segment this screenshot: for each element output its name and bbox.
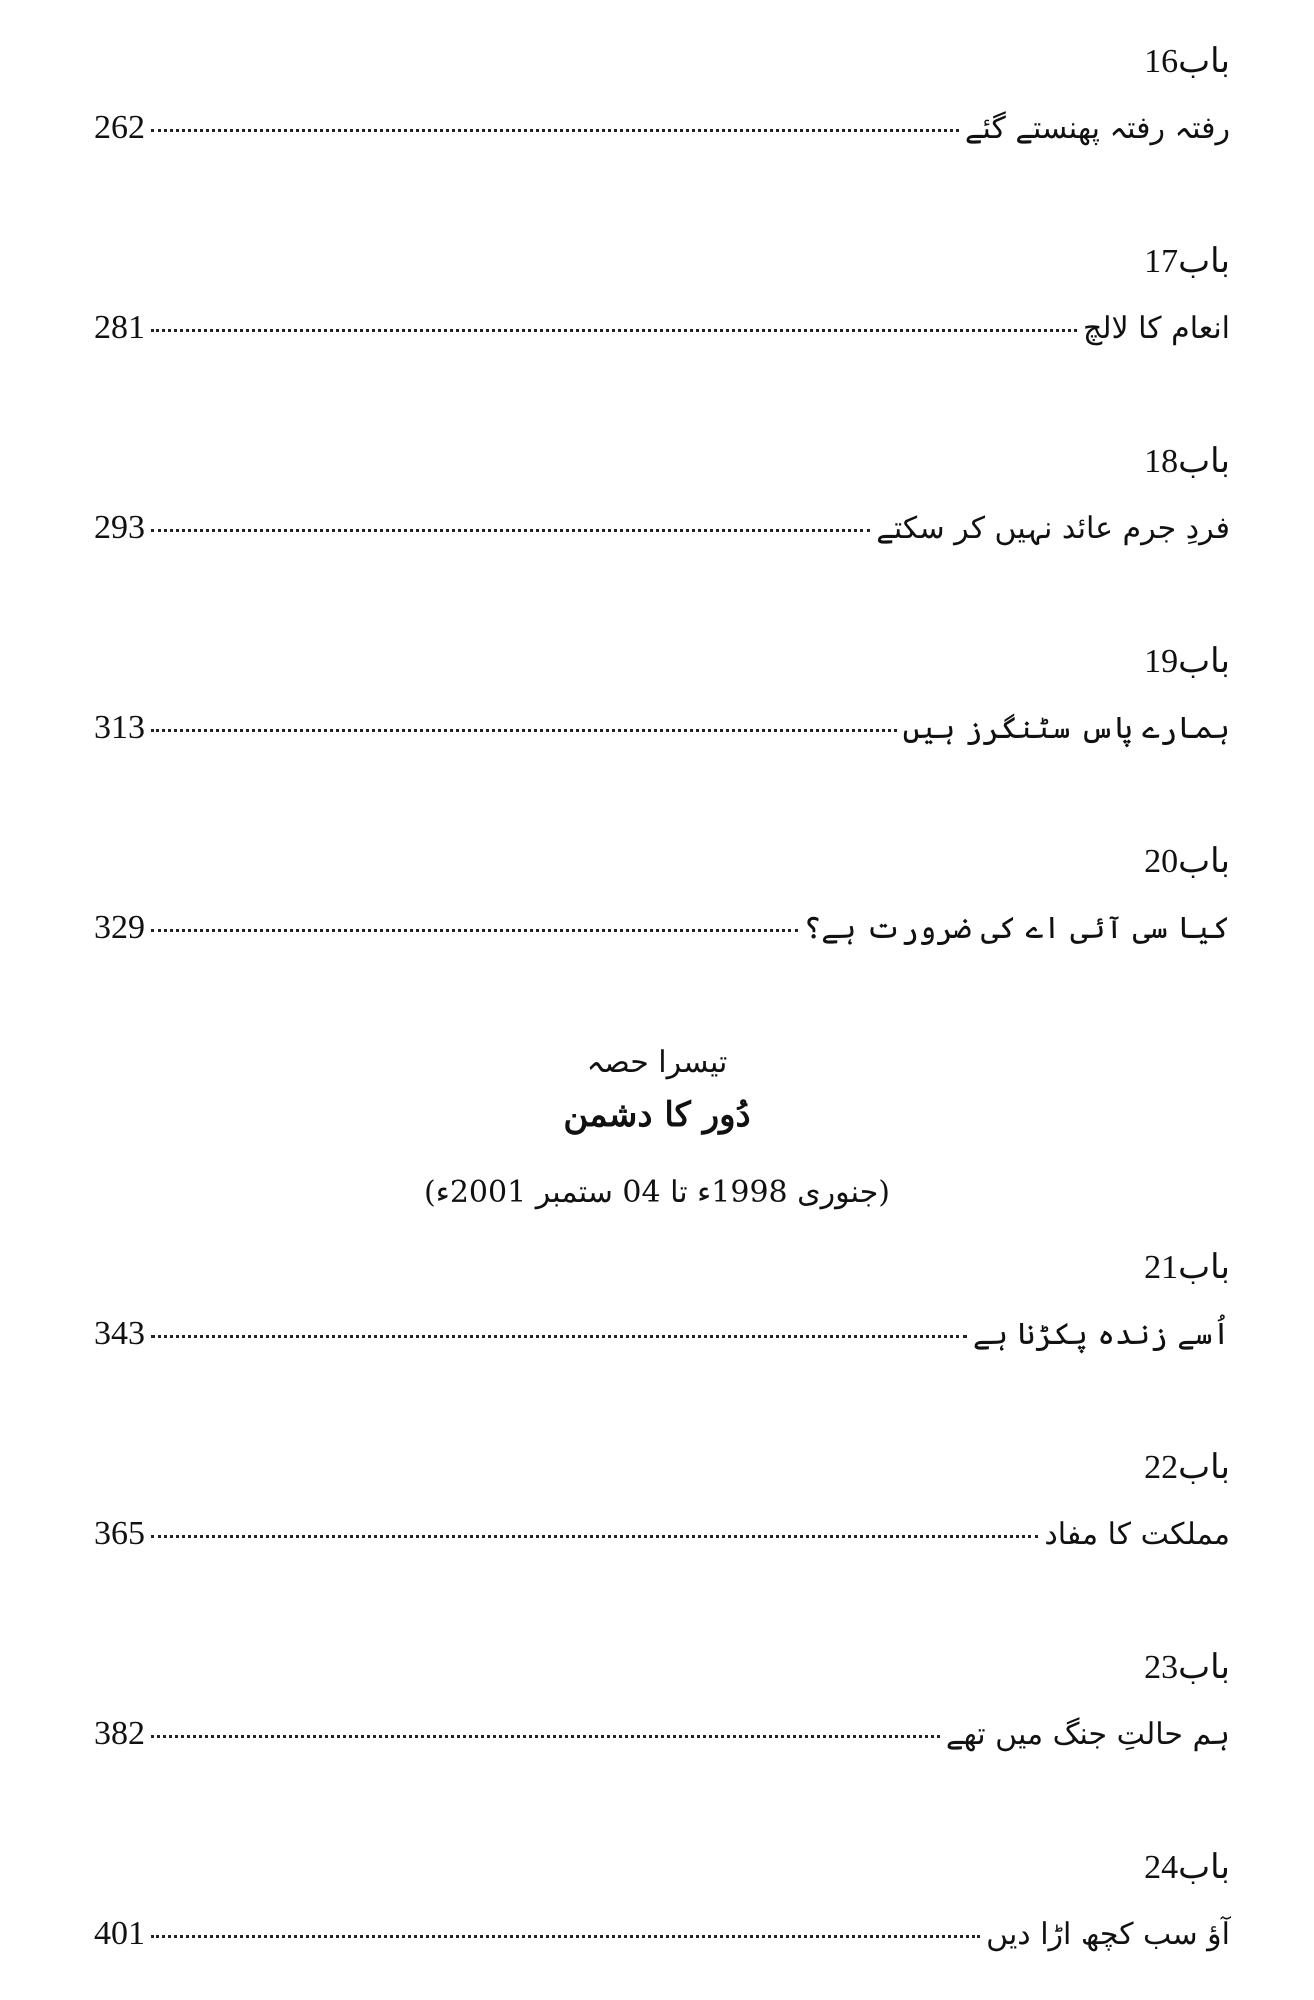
chapter-title: فردِ جرم عائد نہیں کر سکتے [876,511,1230,546]
page-number: 262 [94,109,145,146]
toc-entry[interactable]: باب23 ہم حالتِ جنگ میں تھے 382 [94,1648,1230,1755]
dot-leader [151,929,798,932]
page-number: 382 [94,1715,145,1752]
chapter-label: باب24 [1144,1849,1230,1886]
chapter-label: باب22 [1144,1449,1230,1486]
toc-row: ہم حالتِ جنگ میں تھے 382 [94,1714,1230,1755]
chapter-title: مملکت کا مفاد [1044,1517,1230,1552]
part-heading: تیسرا حصہ [586,1045,728,1080]
chapter-label: باب16 [1144,43,1230,80]
dot-leader [151,329,1078,332]
chapter-label: باب20 [1144,843,1230,880]
toc-entry[interactable]: باب20 کیا سی آئی اے کی ضرورت ہے؟ 329 [94,842,1230,949]
dot-leader [151,729,897,732]
page-number: 313 [94,709,145,746]
chapter-title: ہمارے پاس سٹنگرز ہیں [902,711,1230,746]
toc-entry[interactable]: باب21 اُسے زندہ پکڑنا ہے 343 [94,1248,1230,1355]
chapter-label: باب17 [1144,243,1230,280]
chapter-title: انعام کا لالچ [1083,311,1230,346]
part-title: دُور کا دشمن [563,1095,751,1135]
toc-entry[interactable]: باب24 آؤ سب کچھ اڑا دیں 401 [94,1848,1230,1955]
page-number: 293 [94,509,145,546]
toc-row: رفتہ رفتہ پھنستے گئے 262 [94,108,1230,149]
toc-row: فردِ جرم عائد نہیں کر سکتے 293 [94,508,1230,549]
chapter-title: کیا سی آئی اے کی ضرورت ہے؟ [803,911,1230,946]
chapter-title: رفتہ رفتہ پھنستے گئے [964,111,1230,146]
dot-leader [151,1935,981,1938]
toc-entry[interactable]: باب16 رفتہ رفتہ پھنستے گئے 262 [94,42,1230,149]
toc-row: کیا سی آئی اے کی ضرورت ہے؟ 329 [94,908,1230,949]
page-number: 365 [94,1515,145,1552]
toc-entry[interactable]: باب18 فردِ جرم عائد نہیں کر سکتے 293 [94,442,1230,549]
toc-entry[interactable]: باب22 مملکت کا مفاد 365 [94,1448,1230,1555]
chapter-label: باب19 [1144,643,1230,680]
chapter-title: ہم حالتِ جنگ میں تھے [945,1717,1230,1752]
chapter-label: باب23 [1144,1649,1230,1686]
part-dates: (جنوری 1998ء تا 04 ستمبر 2001ء) [424,1175,890,1210]
chapter-title: آؤ سب کچھ اڑا دیں [986,1917,1230,1952]
toc-entry[interactable]: باب17 انعام کا لالچ 281 [94,242,1230,349]
toc-row: آؤ سب کچھ اڑا دیں 401 [94,1914,1230,1955]
chapter-label: باب21 [1144,1249,1230,1286]
toc-row: اُسے زندہ پکڑنا ہے 343 [94,1314,1230,1355]
page-number: 329 [94,909,145,946]
page-number: 343 [94,1315,145,1352]
dot-leader [151,529,871,532]
toc-row: مملکت کا مفاد 365 [94,1514,1230,1555]
dot-leader [151,1335,967,1338]
dot-leader [151,129,959,132]
chapter-label: باب18 [1144,443,1230,480]
dot-leader [151,1735,940,1738]
page-number: 281 [94,309,145,346]
chapter-title: اُسے زندہ پکڑنا ہے [972,1317,1230,1352]
toc-entry[interactable]: باب19 ہمارے پاس سٹنگرز ہیں 313 [94,642,1230,749]
dot-leader [151,1535,1039,1538]
toc-row: ہمارے پاس سٹنگرز ہیں 313 [94,708,1230,749]
page-number: 401 [94,1915,145,1952]
toc-row: انعام کا لالچ 281 [94,308,1230,349]
